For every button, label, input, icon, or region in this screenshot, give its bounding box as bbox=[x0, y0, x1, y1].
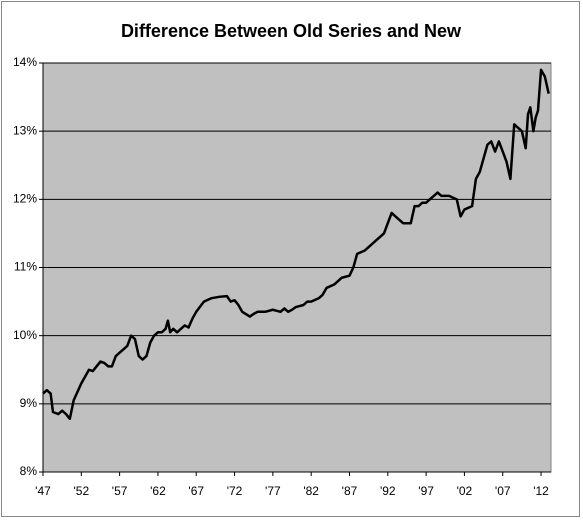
x-tick-label: '12 bbox=[533, 484, 549, 498]
x-tick-label: '92 bbox=[380, 484, 396, 498]
x-tick-label: '47 bbox=[35, 484, 51, 498]
x-tick-label: '82 bbox=[303, 484, 319, 498]
x-tick-label: '62 bbox=[150, 484, 166, 498]
y-tick-label: 14% bbox=[13, 55, 37, 69]
data-line bbox=[42, 68, 550, 421]
x-tick-label: '67 bbox=[188, 484, 204, 498]
x-tick-label: '52 bbox=[73, 484, 89, 498]
y-tick-label: 10% bbox=[13, 328, 37, 342]
x-tick-label: '97 bbox=[418, 484, 434, 498]
x-tick-label: '07 bbox=[495, 484, 511, 498]
y-tick-label: 12% bbox=[13, 192, 37, 206]
y-tick-label: 8% bbox=[20, 464, 38, 478]
y-tick-label: 11% bbox=[14, 260, 37, 274]
y-tick-label: 13% bbox=[13, 123, 37, 137]
x-tick-label: '87 bbox=[342, 484, 358, 498]
x-tick-label: '77 bbox=[265, 484, 281, 498]
x-tick-label: '57 bbox=[112, 484, 128, 498]
x-tick-label: '72 bbox=[227, 484, 243, 498]
chart-title: Difference Between Old Series and New bbox=[121, 21, 462, 41]
y-tick-label: 9% bbox=[20, 396, 38, 410]
x-tick-label: '02 bbox=[457, 484, 473, 498]
